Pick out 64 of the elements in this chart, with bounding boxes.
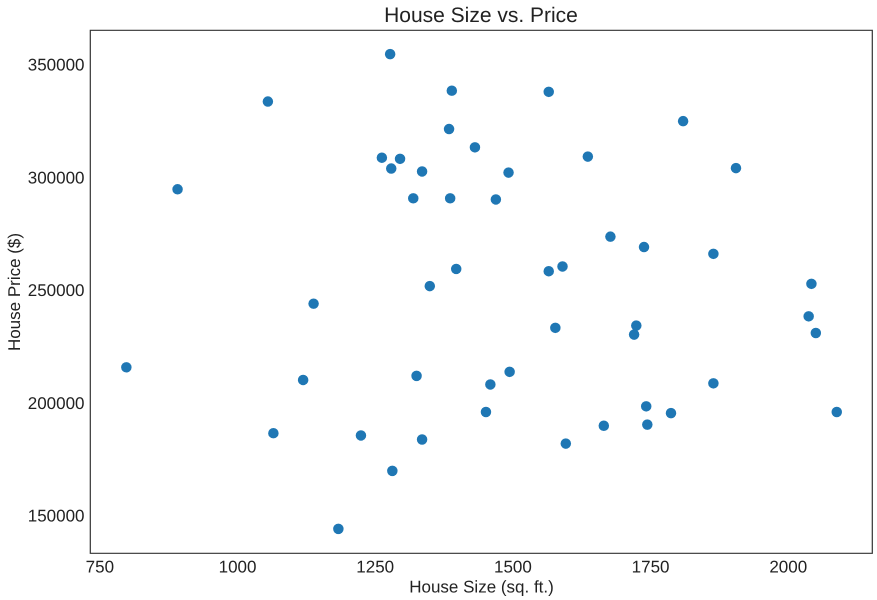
x-tick-label: 2000 (769, 558, 808, 576)
point (605, 231, 616, 242)
point (444, 193, 456, 204)
point (598, 420, 610, 431)
point (387, 466, 398, 476)
point (408, 193, 419, 204)
point (638, 242, 650, 252)
point (121, 362, 132, 373)
point (640, 401, 652, 412)
point (642, 419, 653, 430)
point (485, 379, 496, 390)
point (557, 261, 568, 272)
chart-title: House Size vs. Price (384, 4, 578, 27)
point (308, 298, 319, 309)
point (416, 166, 428, 177)
point (631, 320, 642, 331)
point (504, 366, 515, 378)
point (730, 162, 742, 174)
y-tick-label: 300000 (28, 168, 84, 188)
point (543, 86, 554, 98)
point (832, 406, 842, 418)
point (298, 374, 308, 386)
point (803, 311, 814, 322)
x-axis-title: House Size (sq. ft.) (409, 578, 554, 596)
y-tick-label: 150000 (28, 506, 84, 526)
point (678, 116, 688, 126)
point (333, 524, 344, 534)
point (708, 248, 719, 260)
x-tick-label: 1250 (356, 558, 394, 576)
point (810, 328, 822, 338)
point (268, 428, 279, 438)
point (394, 154, 406, 164)
point (356, 430, 366, 441)
point (384, 48, 396, 60)
x-tick-label: 1750 (632, 558, 670, 576)
point (560, 438, 572, 449)
y-axis-title: House Price ($) (4, 232, 24, 352)
x-tick-label: 1000 (218, 558, 256, 576)
point (376, 152, 388, 163)
point (480, 406, 492, 418)
point (503, 167, 514, 178)
point (490, 194, 502, 205)
point (386, 163, 396, 174)
x-tick-label: 750 (86, 558, 114, 576)
point (582, 151, 594, 162)
point (450, 264, 462, 274)
point (416, 434, 428, 445)
y-tick-label: 350000 (28, 55, 84, 74)
point (666, 408, 676, 418)
point (628, 329, 640, 340)
point (708, 378, 719, 389)
point (806, 278, 817, 290)
point (470, 142, 480, 153)
point (172, 184, 183, 195)
y-tick-label: 200000 (28, 394, 84, 413)
point (411, 370, 422, 382)
point (424, 280, 436, 292)
point (262, 96, 274, 107)
point (446, 85, 458, 96)
point (444, 124, 454, 134)
point (543, 266, 554, 276)
point (550, 322, 561, 334)
x-tick-label: 1500 (494, 558, 532, 576)
y-tick-label: 250000 (28, 281, 84, 300)
